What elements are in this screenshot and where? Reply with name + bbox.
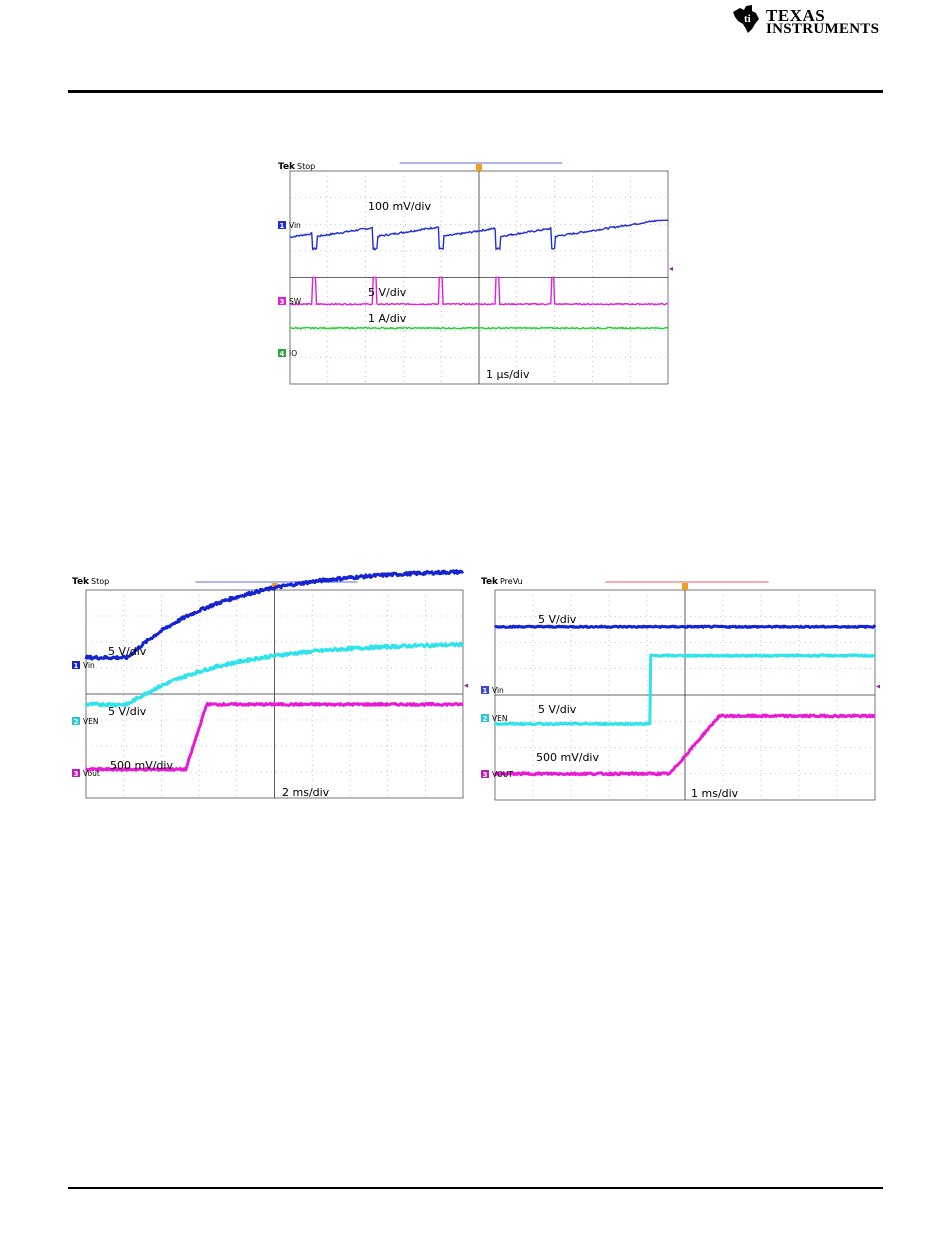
scope-status: Stop <box>297 162 315 171</box>
trigger-level-icon <box>876 684 880 689</box>
scope-brand: Tek <box>278 162 296 172</box>
trace-vin <box>289 219 668 251</box>
channel-badge-box <box>72 661 80 669</box>
scale-label-vout: 500 mV/div <box>536 751 599 764</box>
trace-ven <box>84 641 464 708</box>
channel-badge-box <box>278 349 286 357</box>
scope-plot: Tek Stop 1 Vin 3 SW 4 IO 100 mV/div 5 V/div 1 A/di… <box>278 162 673 385</box>
channel-label-vout: Vout <box>83 769 100 778</box>
channel-label-vin: Vin <box>492 686 504 695</box>
channel-badge-box <box>481 714 489 722</box>
trace-vin <box>84 569 465 661</box>
trigger-marker-icon <box>476 164 482 171</box>
trace-io <box>289 326 669 330</box>
trace-vout <box>493 713 876 777</box>
scale-label-io: 1 A/div <box>368 312 407 325</box>
svg-text:ti: ti <box>744 13 751 25</box>
scope-startup-slow: Tek Stop 1 Vin 2 VEN 3 Vout 5 V/div 5 V/div 500 mV… <box>72 569 472 805</box>
channel-badge-number: 2 <box>483 715 488 723</box>
channel-label-sw: SW <box>289 297 302 306</box>
trigger-level-icon <box>669 266 673 271</box>
scope-plot: Tek Stop 1 Vin 2 VEN 3 Vout 5 V/div 5 V/div 500 mV… <box>72 569 468 799</box>
channel-badge-number: 1 <box>280 222 285 230</box>
channel-badge-box <box>72 769 80 777</box>
scope-switching-waveform: Tek Stop 1 Vin 3 SW 4 IO 100 mV/div 5 V/div 1 A/di… <box>278 160 678 390</box>
channel-label-io: IO <box>289 349 297 358</box>
scope-plot: Tek PreVu 1 Vin 2 VEN 3 VOUT 5 V/div 5 V/div 500 m… <box>481 577 880 801</box>
channel-badge-box <box>278 221 286 229</box>
scale-label-vin: 5 V/div <box>108 645 147 658</box>
ti-logo: ti Texas Instruments <box>730 2 885 38</box>
timebase-label: 1 µs/div <box>486 368 530 381</box>
trace-vin <box>493 624 877 629</box>
channel-label-vin: Vin <box>83 661 95 670</box>
trigger-level-icon <box>464 683 468 688</box>
trace-sw <box>289 276 669 306</box>
channel-badge-box <box>481 770 489 778</box>
channel-badge-box <box>278 297 286 305</box>
channel-badge-number: 2 <box>74 718 79 726</box>
scope-status: PreVu <box>500 577 523 586</box>
channel-badge-box <box>72 717 80 725</box>
footer-rule <box>68 1187 883 1189</box>
channel-label-vin: Vin <box>289 221 301 230</box>
channel-label-ven: VEN <box>83 717 98 726</box>
scale-label-vin: 5 V/div <box>538 613 577 626</box>
channel-badge-1: 1 <box>72 661 80 670</box>
channel-badge-number: 4 <box>280 350 285 358</box>
channel-badge-2: 2 <box>72 717 80 726</box>
channel-badge-1: 1 <box>481 686 489 695</box>
channel-badge-box <box>481 686 489 694</box>
channel-badge-4: 4 <box>278 349 286 358</box>
trace-ven <box>493 653 877 727</box>
scope-brand: Tek <box>481 577 499 587</box>
timebase-label: 2 ms/div <box>282 786 330 799</box>
scope-startup-enable: Tek PreVu 1 Vin 2 VEN 3 VOUT 5 V/div 5 V/div 500 m… <box>481 575 881 805</box>
channel-badge-1: 1 <box>278 221 286 230</box>
scale-label-sw: 5 V/div <box>368 286 407 299</box>
trigger-marker-icon <box>682 583 688 590</box>
channel-badge-3: 3 <box>72 769 80 778</box>
scale-label-ven: 5 V/div <box>538 703 577 716</box>
logo-line1: Texas <box>766 6 826 25</box>
scale-label-ven: 5 V/div <box>108 705 147 718</box>
scale-label-vout: 500 mV/div <box>110 759 173 772</box>
scale-label-vin: 100 mV/div <box>368 200 431 213</box>
logo-line2: Instruments <box>766 21 880 37</box>
channel-badge-number: 1 <box>483 687 488 695</box>
channel-badge-2: 2 <box>481 714 489 723</box>
channel-label-vout: VOUT <box>492 770 513 779</box>
scope-brand: Tek <box>72 577 90 587</box>
channel-badge-number: 1 <box>74 662 79 670</box>
channel-label-ven: VEN <box>492 714 507 723</box>
channel-badge-3: 3 <box>278 297 286 306</box>
channel-badge-number: 3 <box>74 770 79 778</box>
channel-badge-3: 3 <box>481 770 489 779</box>
timebase-label: 1 ms/div <box>691 787 739 800</box>
ti-state-logo-icon: ti <box>733 5 759 33</box>
header-rule <box>68 90 883 93</box>
channel-badge-number: 3 <box>280 298 285 306</box>
scope-status: Stop <box>91 577 109 586</box>
trace-vout <box>85 701 464 772</box>
channel-badge-number: 3 <box>483 771 488 779</box>
